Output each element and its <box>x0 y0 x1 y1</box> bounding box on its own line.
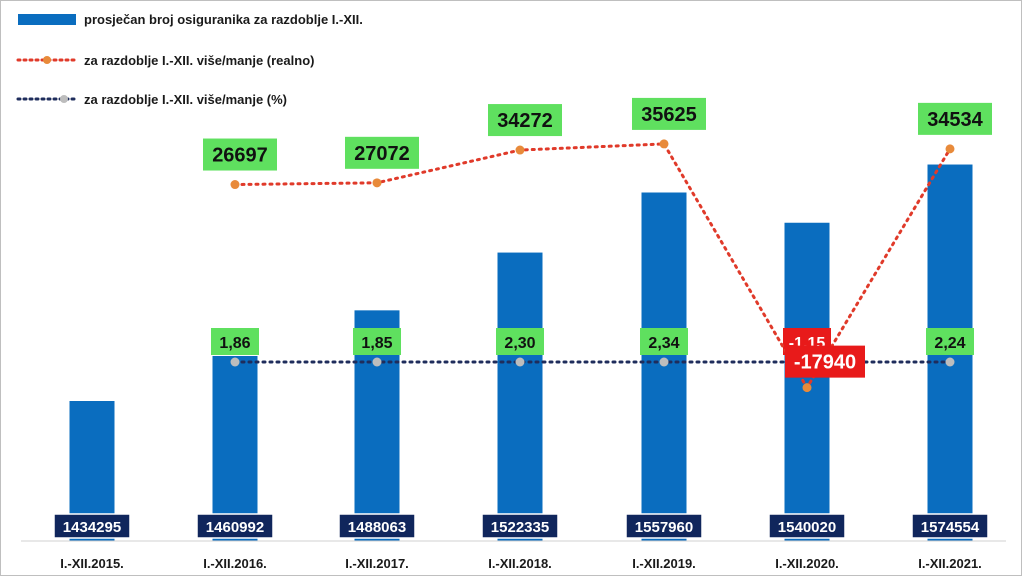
bar-value-label: 1488063 <box>348 519 406 536</box>
percent-label: 2,34 <box>648 335 679 352</box>
legend-item-bars: prosječan broj osiguranika za razdoblje … <box>18 12 363 27</box>
percent-marker <box>515 357 525 367</box>
bar-I.-XII.2020. <box>784 222 830 541</box>
real-label-box <box>632 97 706 130</box>
x-tick-label: I.-XII.2016. <box>203 556 267 571</box>
x-axis: I.-XII.2015. I.-XII.2016. I.-XII.2017. I.-X… <box>21 540 1006 571</box>
legend: prosječan broj osiguranika za razdoblje … <box>16 12 363 107</box>
legend-label-real: za razdoblje I.-XII. više/manje (realno) <box>84 53 314 68</box>
x-tick-label: I.-XII.2017. <box>345 556 409 571</box>
real-label: -17940 <box>794 352 856 374</box>
real-label: 27072 <box>354 143 410 165</box>
bar-value-label: 1574554 <box>921 519 980 536</box>
legend-swatch-pct-marker <box>60 95 68 103</box>
percent-label-box <box>353 328 401 355</box>
bar-value-labels: 1434295 1460992 1488063 1522335 1557960 15400… <box>53 513 989 539</box>
bar-value-label: 1460992 <box>206 519 264 536</box>
bar-value-box <box>768 513 846 539</box>
bar-value-box <box>338 513 416 539</box>
percent-label: 2,30 <box>504 335 535 352</box>
bar-value-label: 1557960 <box>635 519 693 536</box>
percent-marker <box>659 357 669 367</box>
real-label: 34534 <box>927 109 983 131</box>
real-marker <box>802 383 812 393</box>
percent-label: 2,24 <box>934 335 965 352</box>
real-label-box <box>203 138 277 171</box>
real-label-box <box>488 104 562 137</box>
bar-I.-XII.2016. <box>212 355 258 541</box>
legend-item-pct: za razdoblje I.-XII. više/manje (%) <box>16 92 287 107</box>
bar-value-box <box>196 513 274 539</box>
real-marker <box>659 139 669 149</box>
bar-value-box <box>481 513 559 539</box>
legend-swatch-bars <box>18 14 76 25</box>
x-tick-label: I.-XII.2015. <box>60 556 124 571</box>
real-label-box <box>345 136 419 169</box>
percent-label: 1,85 <box>361 335 392 352</box>
bar-value-box <box>911 513 989 539</box>
bar-I.-XII.2018. <box>497 252 543 541</box>
real-label: 26697 <box>212 145 268 167</box>
bar-value-label: 1434295 <box>63 519 121 536</box>
bar-I.-XII.2019. <box>641 192 687 542</box>
percent-marker <box>372 357 382 367</box>
x-tick-label: I.-XII.2018. <box>488 556 552 571</box>
real-label-box <box>918 102 992 135</box>
bar-value-label: 1522335 <box>491 519 549 536</box>
real-label: 34272 <box>497 110 553 132</box>
x-tick-label: I.-XII.2020. <box>775 556 839 571</box>
percent-marker <box>945 357 955 367</box>
real-marker <box>372 178 382 188</box>
x-tick-label: I.-XII.2019. <box>632 556 696 571</box>
x-tick-label: I.-XII.2021. <box>918 556 982 571</box>
real-label-box <box>785 345 865 378</box>
percent-label-box <box>211 328 259 355</box>
percent-label-box <box>496 328 544 355</box>
real-marker <box>515 145 525 155</box>
percent-label: 1,86 <box>219 335 250 352</box>
bar-value-box <box>53 513 131 539</box>
legend-label-bars: prosječan broj osiguranika za razdoblje … <box>84 12 363 27</box>
real-label: 35625 <box>641 104 697 126</box>
legend-swatch-real-marker <box>43 56 51 64</box>
real-series: 26697 27072 34272 35625 -17940 34534 <box>203 97 992 393</box>
bar-value-box <box>625 513 703 539</box>
real-marker <box>945 144 955 154</box>
percent-label-box <box>640 328 688 355</box>
bar-value-label: 1540020 <box>778 519 836 536</box>
percent-marker <box>230 357 240 367</box>
legend-item-real: za razdoblje I.-XII. više/manje (realno) <box>16 53 314 68</box>
real-marker <box>230 180 240 190</box>
percent-label-box <box>926 328 974 355</box>
legend-label-pct: za razdoblje I.-XII. više/manje (%) <box>84 92 287 107</box>
